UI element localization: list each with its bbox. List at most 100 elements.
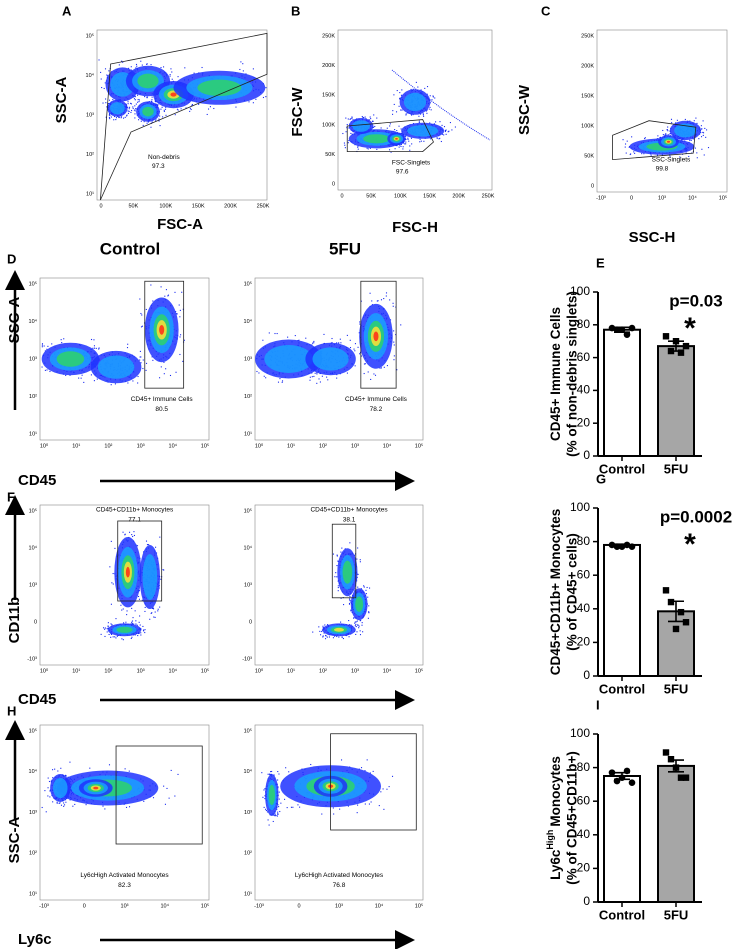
event-dot xyxy=(157,610,159,612)
event-dot xyxy=(363,363,366,365)
event-dot xyxy=(130,66,132,68)
event-dot xyxy=(265,377,267,379)
event-dot xyxy=(137,635,139,637)
event-dot xyxy=(109,113,111,115)
event-dot xyxy=(354,365,356,367)
event-dot xyxy=(692,138,694,140)
event-dot xyxy=(432,96,434,98)
event-dot xyxy=(355,623,357,626)
event-dot xyxy=(174,795,176,797)
event-dot xyxy=(144,606,146,609)
event-dot xyxy=(368,119,370,121)
event-dot xyxy=(102,627,105,629)
event-dot xyxy=(365,593,367,595)
event-dot xyxy=(107,75,109,77)
event-dot xyxy=(142,359,144,361)
density-contour xyxy=(197,79,242,96)
event-dot xyxy=(362,631,364,633)
event-dot xyxy=(355,621,357,623)
event-dot xyxy=(183,339,185,341)
x-tick-label: 0 xyxy=(99,203,102,209)
event-dot xyxy=(127,110,129,112)
event-dot xyxy=(104,82,106,84)
density-cloud xyxy=(622,117,710,159)
event-dot xyxy=(322,625,324,627)
event-dot xyxy=(135,67,137,69)
event-dot xyxy=(398,105,400,107)
gate-label: CD45+CD11b+ Monocytes xyxy=(310,507,388,514)
density-contour xyxy=(110,102,125,115)
event-dot xyxy=(433,123,435,125)
event-dot xyxy=(396,90,398,92)
event-dot xyxy=(135,108,137,110)
gate xyxy=(331,523,357,599)
event-dot xyxy=(155,546,157,548)
plot-frame xyxy=(39,504,210,666)
x-axis-label: FSC-H xyxy=(392,219,438,236)
event-dot xyxy=(150,126,152,128)
gate-label: CD45+CD11b+ Monocytes xyxy=(96,507,174,514)
event-dot xyxy=(136,545,139,547)
event-dot xyxy=(134,610,136,612)
event-dot xyxy=(357,146,359,148)
density-contour xyxy=(137,73,159,89)
event-dot xyxy=(258,372,260,374)
plot-frame xyxy=(254,504,424,666)
event-dot xyxy=(356,558,358,560)
event-dot xyxy=(348,127,350,129)
y-tick-label: 10⁵ xyxy=(244,280,252,287)
gate-percent: 97.3 xyxy=(152,163,165,170)
plot-frame xyxy=(337,29,493,191)
panel-letter: A xyxy=(62,3,72,18)
event-dot xyxy=(359,559,361,561)
event-dot xyxy=(45,811,47,813)
event-dot xyxy=(132,107,134,109)
event-dot xyxy=(371,300,373,302)
event-dot xyxy=(130,102,132,104)
event-dot xyxy=(385,292,388,294)
event-dot xyxy=(435,121,437,123)
event-dot xyxy=(383,366,385,368)
x-tick-label: 250K xyxy=(257,203,270,209)
y-tick-label: 10¹ xyxy=(244,431,252,437)
y-tick-label: 10⁵ xyxy=(244,507,252,514)
event-dot xyxy=(394,148,396,150)
y-tick-label: 0 xyxy=(249,619,252,625)
event-dot xyxy=(189,110,191,112)
event-dot xyxy=(410,114,413,116)
event-dot xyxy=(373,126,375,128)
event-dot xyxy=(705,136,707,138)
event-dot xyxy=(337,587,339,589)
event-dot xyxy=(441,133,443,135)
event-dot xyxy=(148,544,150,546)
density-contour xyxy=(342,560,353,584)
event-dot xyxy=(153,616,155,618)
event-dot xyxy=(151,121,153,123)
trailing-curve xyxy=(391,69,491,141)
x-tick-label: 10⁴ xyxy=(169,442,178,449)
event-dot xyxy=(69,761,71,763)
event-dot xyxy=(143,630,145,632)
event-dot xyxy=(120,604,122,606)
event-dot xyxy=(401,109,403,111)
event-dot xyxy=(349,600,351,602)
event-dot xyxy=(155,120,157,122)
event-dot xyxy=(180,334,182,336)
event-dot xyxy=(400,94,403,96)
event-dot xyxy=(105,102,107,104)
event-dot xyxy=(336,377,338,379)
event-dot xyxy=(134,634,136,636)
event-dot xyxy=(389,319,392,321)
event-dot xyxy=(348,603,351,605)
event-dot xyxy=(695,117,697,119)
event-dot xyxy=(287,336,289,338)
event-dot xyxy=(108,633,110,636)
event-dot xyxy=(346,123,348,126)
event-dot xyxy=(122,639,124,641)
event-dot xyxy=(142,551,145,553)
event-dot xyxy=(398,146,400,148)
x-tick-label: 10⁵ xyxy=(415,667,423,674)
event-dot xyxy=(321,375,323,377)
density-contour xyxy=(116,626,133,633)
event-dot xyxy=(107,622,109,624)
